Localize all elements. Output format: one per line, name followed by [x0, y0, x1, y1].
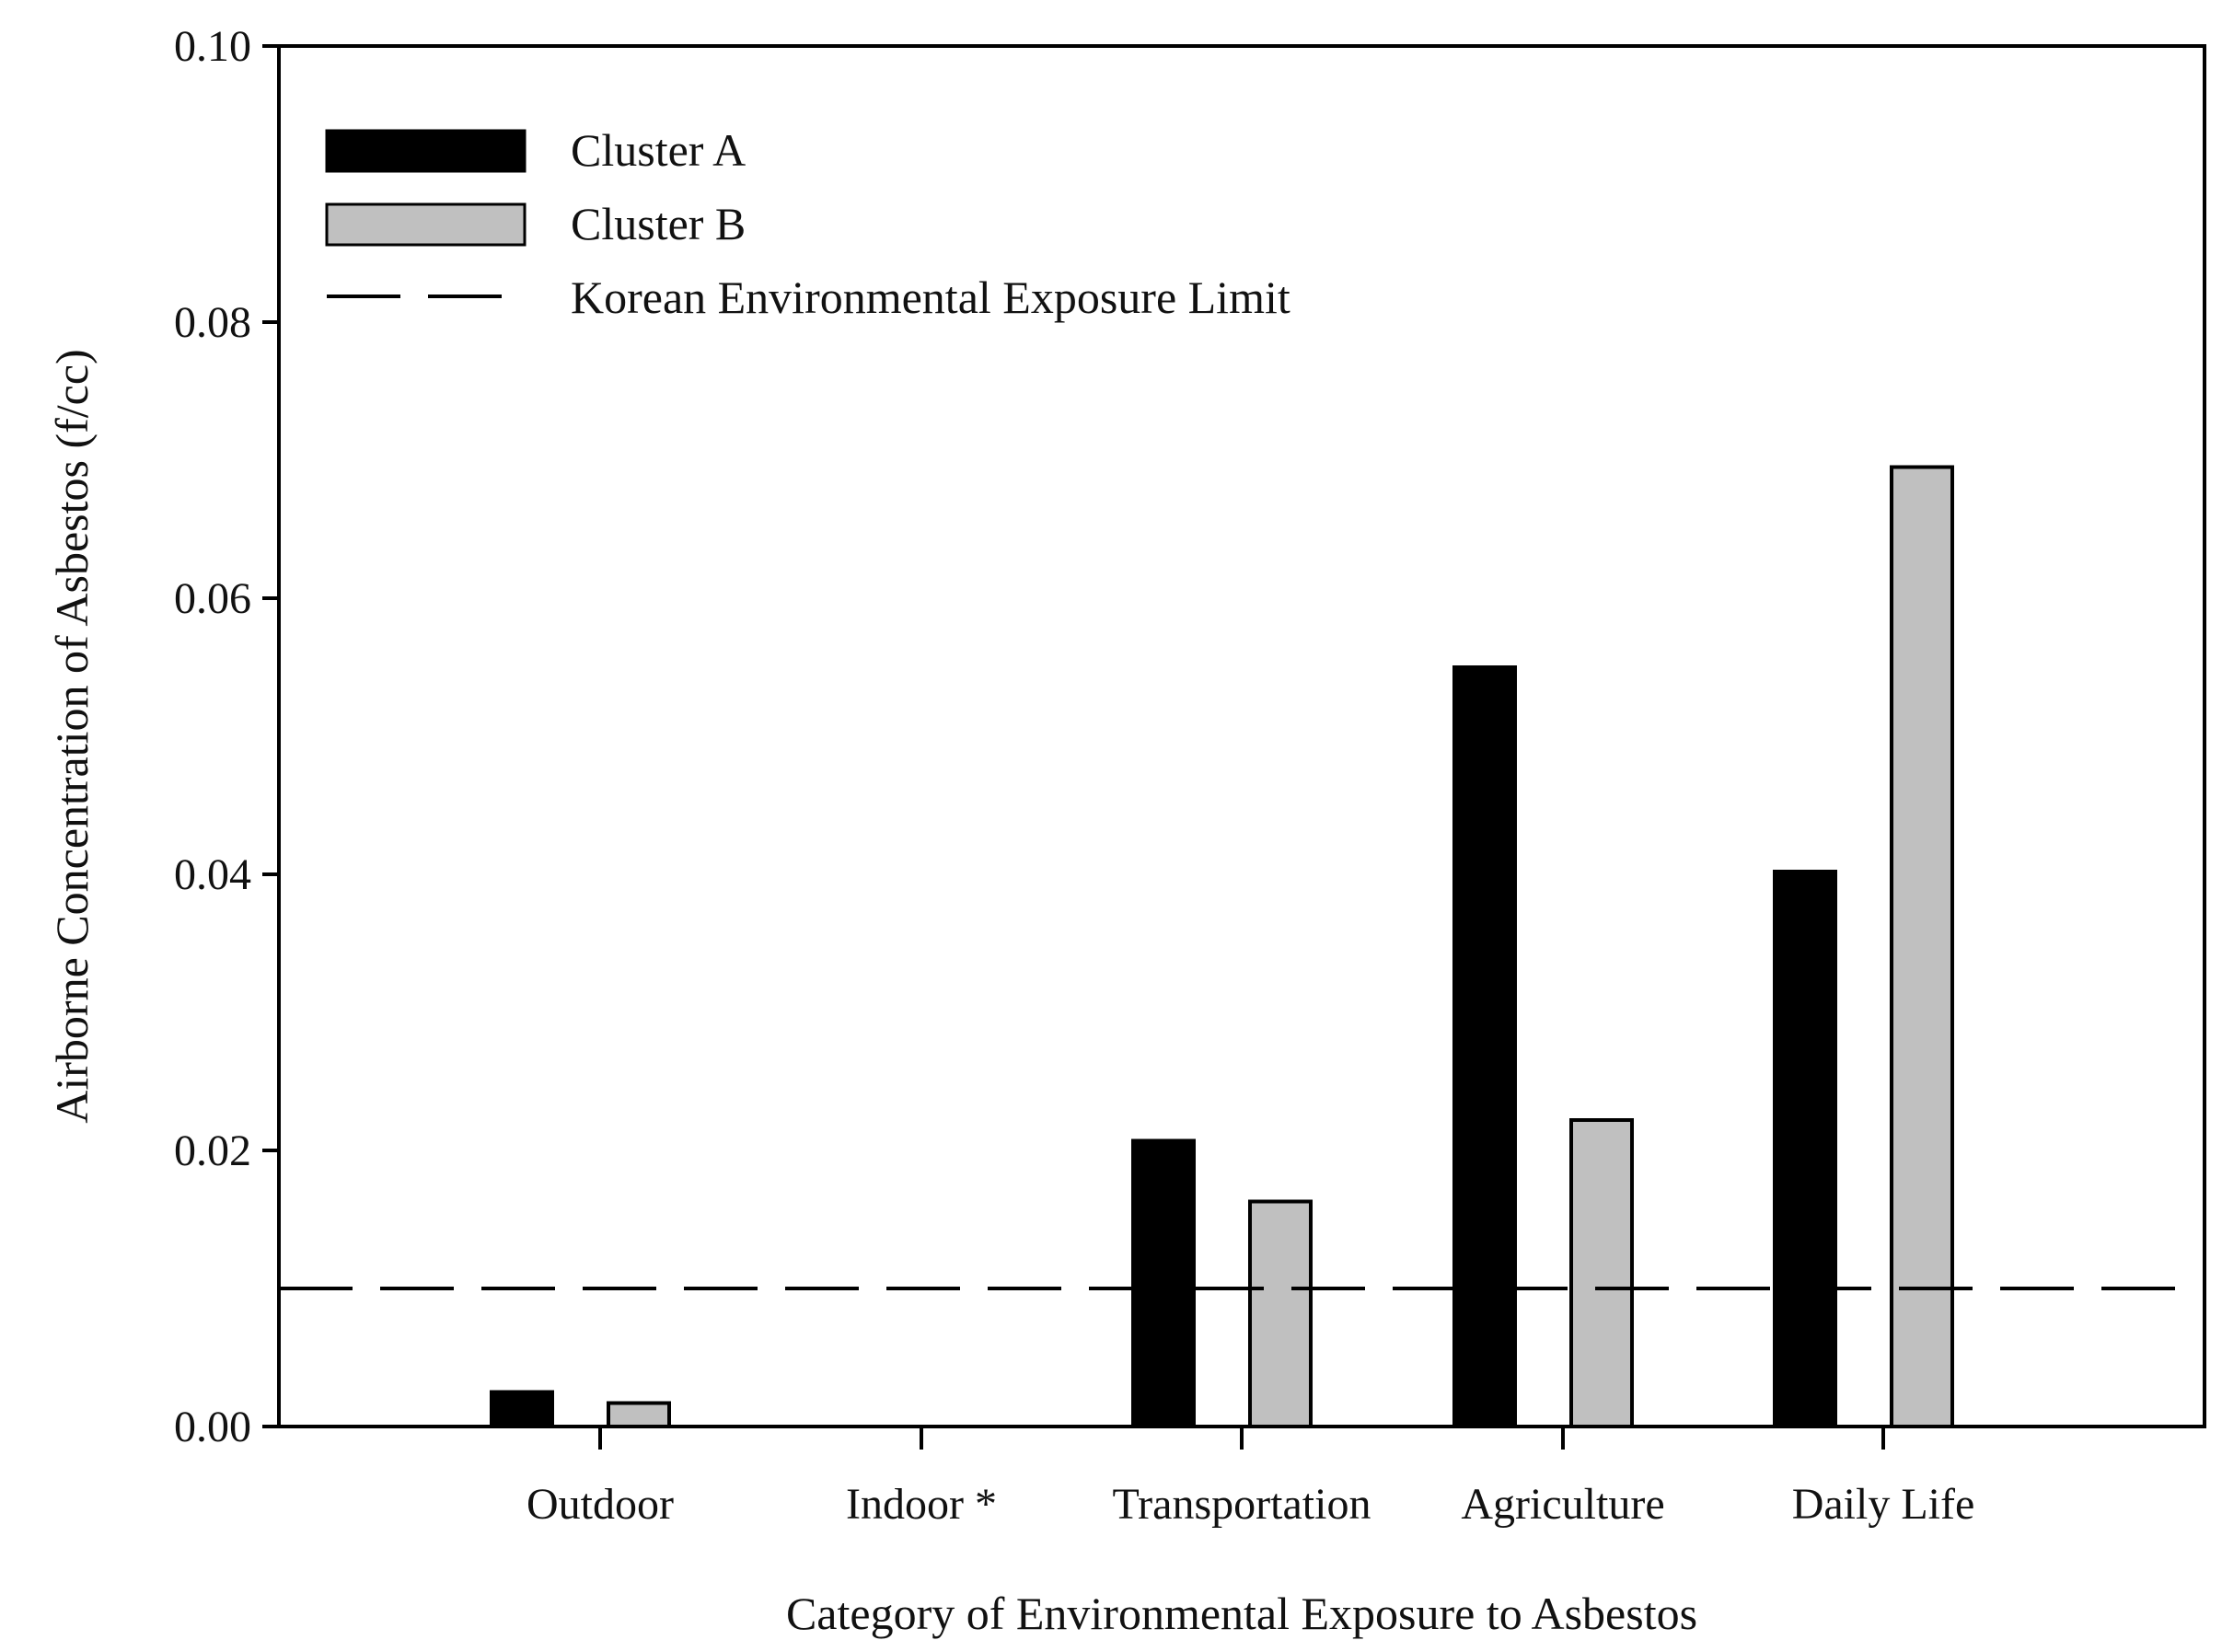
legend-label-exposure-limit: Korean Environmental Exposure Limit	[571, 271, 1290, 323]
bar-cluster-b-agriculture	[1569, 1118, 1634, 1428]
x-tick-label-agriculture: Agriculture	[1461, 1480, 1664, 1529]
legend-swatch-cluster-b	[325, 202, 527, 247]
legend-swatch-cluster-a	[325, 129, 527, 173]
y-tick-label: 0.06	[174, 574, 251, 623]
x-tick-label-transportation: Transportation	[1113, 1480, 1371, 1529]
x-axis-title: Category of Environmental Exposure to As…	[786, 1588, 1697, 1639]
y-tick-label: 0.00	[174, 1403, 251, 1451]
bar-cluster-a-daily-life	[1773, 870, 1837, 1428]
bar-cluster-b-outdoor	[607, 1401, 671, 1428]
x-axis: Outdoor Indoor * Transportation Agriculture…	[527, 1427, 1974, 1529]
x-tick-label-outdoor: Outdoor	[527, 1480, 674, 1529]
legend: Cluster A Cluster B Korean Environmental…	[325, 124, 1290, 323]
y-tick-label: 0.08	[174, 298, 251, 347]
y-tick-label: 0.04	[174, 850, 251, 899]
bar-cluster-b-transportation	[1248, 1199, 1313, 1428]
bar-cluster-b-daily-life	[1890, 465, 1954, 1428]
x-tick-label-indoor: Indoor *	[846, 1480, 997, 1529]
bars-layer	[490, 465, 1954, 1428]
bar-cluster-a-transportation	[1131, 1138, 1196, 1428]
legend-label-cluster-b: Cluster B	[571, 198, 746, 249]
x-tick-label-daily-life: Daily Life	[1792, 1480, 1975, 1529]
y-axis: 0.00 0.02 0.04 0.06 0.08 0.10	[174, 22, 279, 1451]
y-tick-label: 0.02	[174, 1126, 251, 1175]
bar-cluster-a-outdoor	[490, 1390, 554, 1428]
y-tick-label: 0.10	[174, 22, 251, 71]
y-axis-title: Airborne Concentration of Asbestos (f/cc…	[46, 349, 98, 1123]
legend-label-cluster-a: Cluster A	[571, 124, 746, 176]
bar-cluster-a-agriculture	[1452, 665, 1517, 1428]
